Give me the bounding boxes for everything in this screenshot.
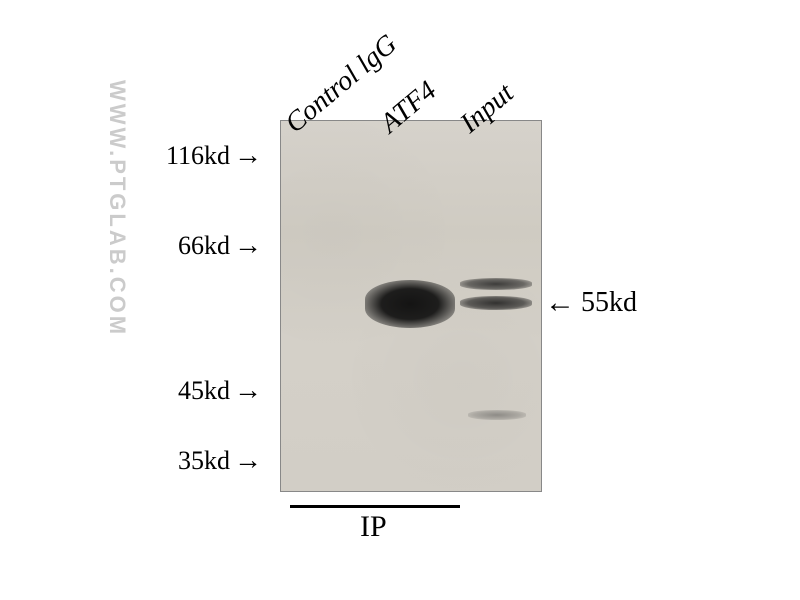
marker-left-row: 45kd → — [0, 375, 262, 407]
arrow-right-icon: → — [234, 230, 262, 262]
figure-container: WWW.PTGLAB.COM Control lgG ATF4 Input 11… — [0, 0, 800, 600]
watermark-text: WWW.PTGLAB.COM — [104, 80, 130, 337]
marker-left-2: 45kd — [0, 376, 230, 406]
marker-right-row: ← 55kd — [545, 286, 637, 320]
marker-left-0: 116kd — [0, 141, 230, 171]
arrow-right-icon: → — [234, 140, 262, 172]
arrow-left-icon: ← — [545, 286, 575, 320]
marker-left-row: 116kd → — [0, 140, 262, 172]
marker-right-label: 55kd — [581, 287, 637, 319]
marker-left-row: 35kd → — [0, 445, 262, 477]
band-input-lower — [468, 410, 526, 420]
marker-left-row: 66kd → — [0, 230, 262, 262]
marker-left-3: 35kd — [0, 446, 230, 476]
band-input-upper-2 — [460, 296, 532, 310]
arrow-right-icon: → — [234, 445, 262, 477]
band-input-upper-1 — [460, 278, 532, 290]
ip-underline — [290, 505, 460, 508]
band-atf4-main — [365, 280, 455, 328]
marker-left-1: 66kd — [0, 231, 230, 261]
arrow-right-icon: → — [234, 375, 262, 407]
ip-label: IP — [360, 510, 387, 544]
